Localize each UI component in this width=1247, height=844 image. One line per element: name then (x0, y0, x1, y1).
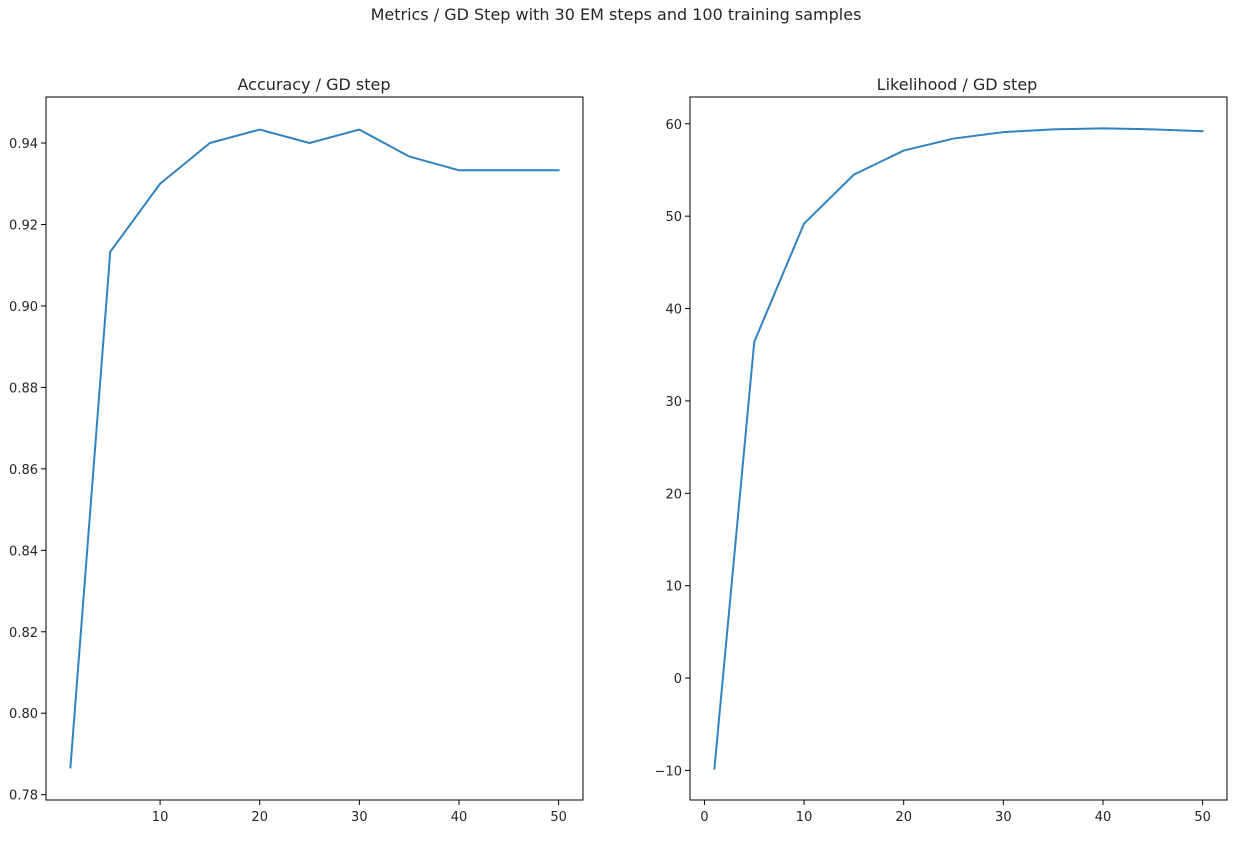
accuracy-y-tick-label: 0.92 (9, 218, 38, 233)
likelihood-x-tick-label: 30 (995, 810, 1012, 825)
accuracy-y-tick-label: 0.90 (9, 300, 38, 315)
likelihood-x-tick-label: 0 (700, 810, 708, 825)
likelihood-x-tick-label: 50 (1194, 810, 1211, 825)
accuracy-y-tick-label: 0.88 (9, 381, 38, 396)
likelihood-y-tick-label: 10 (665, 580, 682, 595)
likelihood-chart: Likelihood / GD step 0 10 20 30 40 50 −10 0 10 20… (655, 75, 1228, 825)
figure-suptitle: Metrics / GD Step with 30 EM steps and 1… (371, 5, 862, 24)
accuracy-x-tick-label: 10 (152, 810, 169, 825)
accuracy-chart: Accuracy / GD step 10 20 30 40 50 0.78 0.80 0.8… (9, 75, 584, 825)
likelihood-series-line (713, 127, 1204, 770)
accuracy-y-tick-label: 0.78 (9, 789, 38, 804)
likelihood-y-tick-label: 0 (674, 672, 682, 687)
likelihood-y-tick-label: 40 (665, 303, 682, 318)
likelihood-y-tick-label: 60 (665, 118, 682, 133)
likelihood-y-tick-label: 20 (665, 487, 682, 502)
accuracy-y-tick-label: 0.80 (9, 707, 38, 722)
likelihood-axes-frame (689, 96, 1228, 801)
likelihood-x-tick-label: 20 (895, 810, 912, 825)
likelihood-y-tick-label: 50 (665, 210, 682, 225)
accuracy-x-tick-label: 20 (251, 810, 268, 825)
accuracy-axes-frame (45, 96, 584, 801)
likelihood-x-tick-label: 40 (1095, 810, 1112, 825)
accuracy-chart-title: Accuracy / GD step (237, 75, 390, 94)
accuracy-x-tick-label: 30 (351, 810, 368, 825)
accuracy-y-tick-label: 0.86 (9, 463, 38, 478)
accuracy-y-tick-label: 0.84 (9, 544, 38, 559)
accuracy-x-tick-label: 50 (550, 810, 567, 825)
likelihood-x-tick-label: 10 (796, 810, 813, 825)
likelihood-y-tick-label: 30 (665, 395, 682, 410)
accuracy-x-tick-label: 40 (451, 810, 468, 825)
accuracy-series-line (69, 128, 560, 769)
accuracy-y-tick-label: 0.82 (9, 626, 38, 641)
accuracy-y-tick-label: 0.94 (9, 137, 38, 152)
likelihood-chart-title: Likelihood / GD step (877, 75, 1038, 94)
likelihood-y-tick-label: −10 (655, 764, 682, 779)
